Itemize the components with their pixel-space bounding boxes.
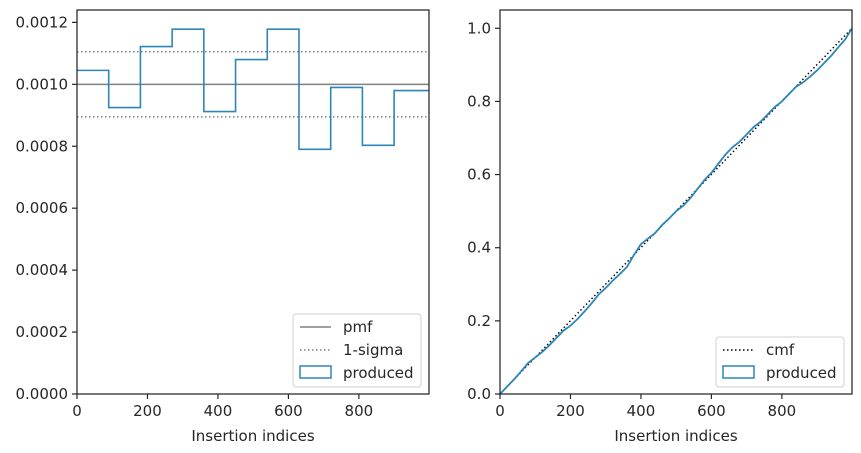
plot-frame [76,9,430,395]
x-tick-label: 200 [556,402,585,420]
legend-produced-label: produced [343,364,414,382]
x-tick-label: 600 [274,402,303,420]
x-tick-label: 400 [204,402,233,420]
legend: pmf 1-sigma produced [292,313,422,388]
y-tick-label: 0.0002 [16,323,69,341]
x-tick-label: 800 [345,402,374,420]
y-tick-label: 0.6 [467,166,491,184]
y-tick-label: 0.0012 [16,13,69,31]
x-tick-label: 0 [72,402,82,420]
series-group [499,27,853,395]
x-axis-label: Insertion indices [614,427,737,445]
pmf-histogram-panel: 0 200 400 600 800 0.0000 0.0002 0.0004 0.0006 0.0… [16,9,430,445]
legend-box [292,313,422,388]
x-tick-label: 0 [495,402,505,420]
series-group [77,28,429,151]
plot-area [500,10,852,394]
legend-produced-swatch [299,365,332,379]
x-tick-label: 200 [133,402,162,420]
y-tick-label: 0.0006 [16,199,69,217]
produced-histogram [77,28,429,151]
x-axis-label: Insertion indices [191,427,314,445]
x-tick-label: 600 [697,402,726,420]
y-tick-label: 0.0 [467,385,491,403]
tick-group: 0 200 400 600 800 0.0000 0.0002 0.0004 0.0006 0.0… [16,13,374,420]
tick-group: 0 200 400 600 800 0.0 0.2 0.4 0.6 0.8 1.0 [467,19,796,420]
legend-produced-swatch [722,365,755,379]
legend-produced-label: produced [766,364,837,382]
legend-pmf-label: pmf [343,318,373,336]
produced-line [499,27,853,395]
x-tick-label: 800 [768,402,797,420]
y-tick-label: 0.4 [467,239,491,257]
y-tick-label: 0.0004 [16,261,69,279]
legend: cmf produced [715,336,845,388]
legend-cmf-label: cmf [766,341,795,359]
y-tick-label: 0.0000 [16,385,69,403]
y-tick-label: 0.0008 [16,137,69,155]
cmf-panel: 0 200 400 600 800 0.0 0.2 0.4 0.6 0.8 1.0 Insertio… [467,9,853,445]
x-tick-label: 400 [627,402,656,420]
y-tick-label: 0.8 [467,92,491,110]
plot-frame [499,9,853,395]
y-tick-label: 0.0010 [16,75,69,93]
legend-1-sigma-label: 1-sigma [343,341,403,359]
y-tick-label: 1.0 [467,19,491,37]
y-tick-label: 0.2 [467,312,491,330]
cmf-line [499,27,853,395]
